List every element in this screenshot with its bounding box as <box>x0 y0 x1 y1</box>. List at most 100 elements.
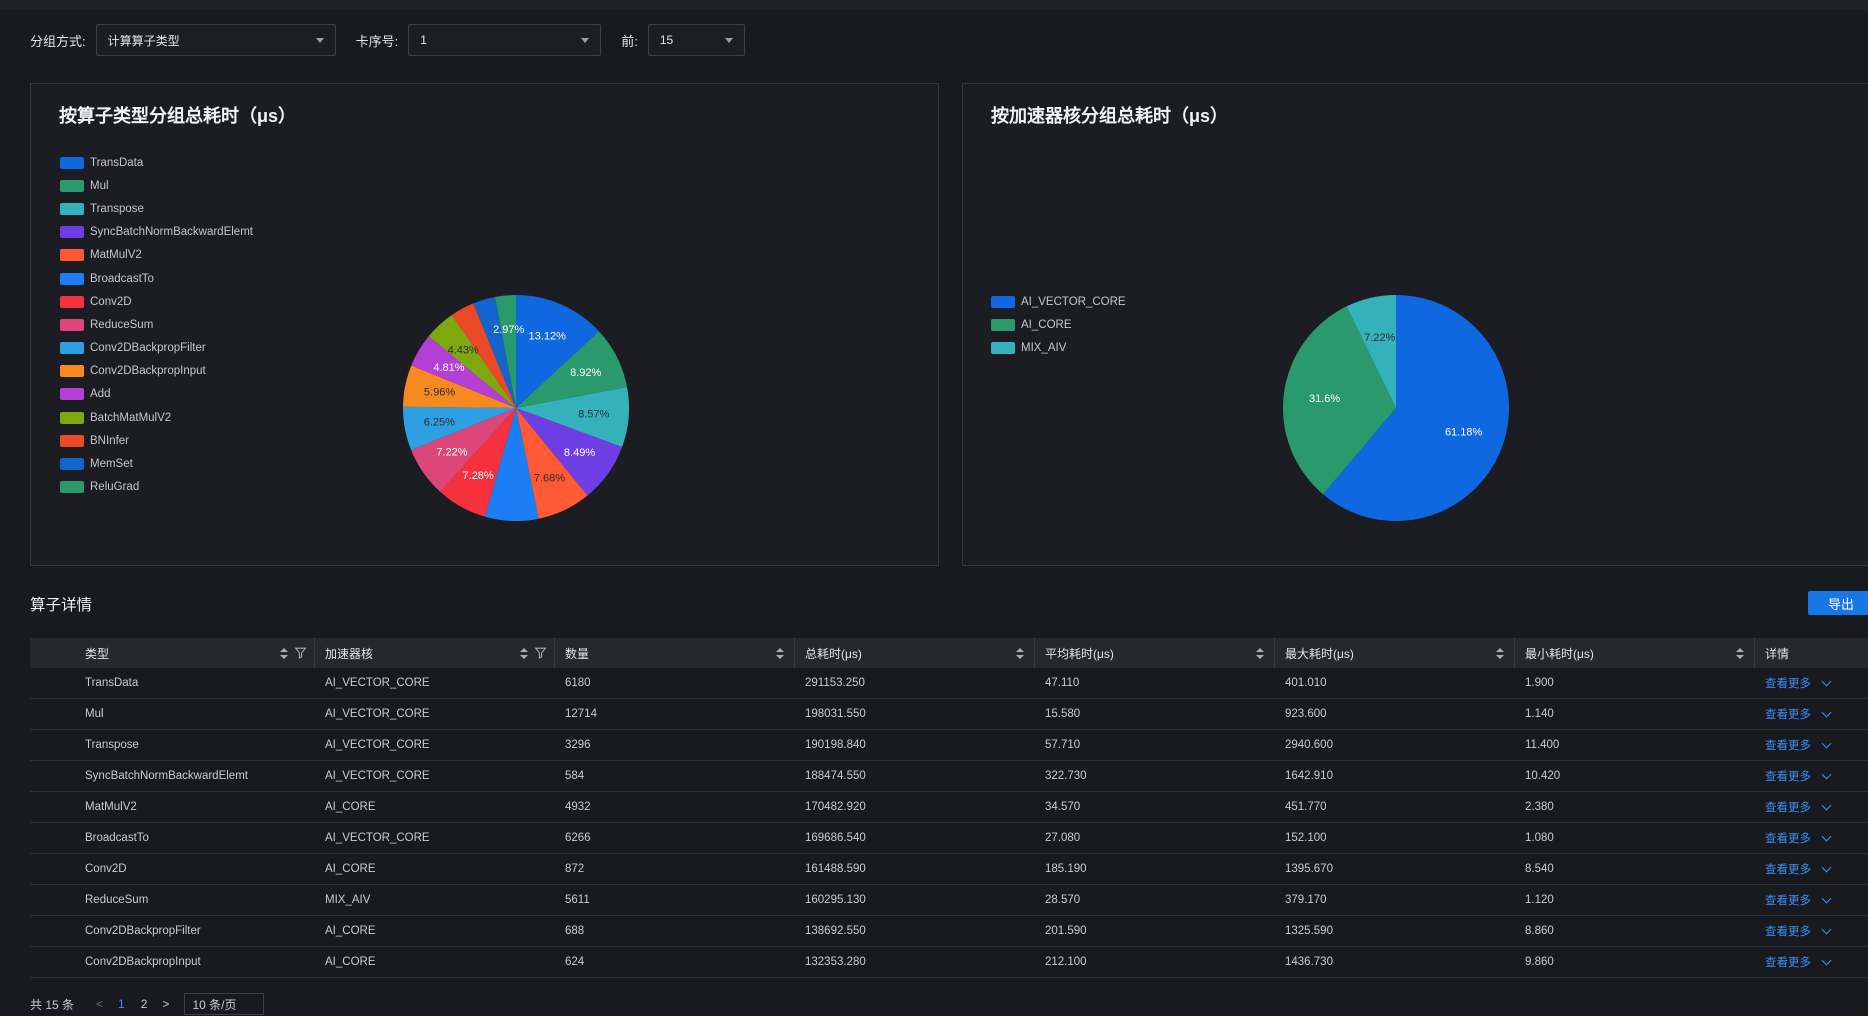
col-header-label: 类型 <box>85 646 110 661</box>
filter-icon[interactable] <box>294 646 307 659</box>
pie-label-mul: 8.92% <box>570 367 601 379</box>
accel-core-chart-title: 按加速器核分组总耗时（μs） <box>991 106 1229 126</box>
chevron-down-icon[interactable] <box>1821 893 1832 903</box>
group-by-select[interactable]: 计算算子类型 <box>95 24 336 56</box>
cell-max: 923.600 <box>1285 708 1327 720</box>
col-header-type[interactable]: 类型 <box>75 638 315 668</box>
header-spacer <box>30 638 75 668</box>
pie-slice-reducesum[interactable] <box>411 408 516 492</box>
sort-icon[interactable] <box>280 648 288 659</box>
accel-core-chart-panel: 按加速器核分组总耗时（μs） AI_VECTOR_CORE AI_CORE MIX_… <box>962 83 1868 566</box>
legend-item-memset[interactable]: MemSet <box>60 452 253 475</box>
card-index-select[interactable]: 1 <box>408 24 602 56</box>
pie-slice-relugrad[interactable] <box>495 295 516 408</box>
view-more-link[interactable]: 查看更多 <box>1765 957 1811 969</box>
legend-item-conv2d[interactable]: Conv2D <box>60 290 253 313</box>
pie-slice-mul[interactable] <box>516 331 628 408</box>
next-page-button[interactable]: > <box>162 997 170 1011</box>
pie-slice-batchmatmulv2[interactable] <box>428 315 516 408</box>
pie-slice-conv2d[interactable] <box>440 408 516 517</box>
sort-icon[interactable] <box>520 648 528 659</box>
view-more-link[interactable]: 查看更多 <box>1765 678 1811 690</box>
legend-item-transpose[interactable]: Transpose <box>60 197 253 220</box>
legend-item-mul[interactable]: Mul <box>60 174 253 197</box>
legend-item-conv2dbackpropinput[interactable]: Conv2DBackpropInput <box>60 360 253 383</box>
legend-item-mix-aiv[interactable]: MIX_AIV <box>991 336 1126 359</box>
page-1-button[interactable]: 1 <box>118 997 125 1011</box>
view-more-link[interactable]: 查看更多 <box>1765 740 1811 752</box>
pie-slice-syncbatchnormbackwardelemt[interactable] <box>516 408 623 496</box>
legend-item-conv2dbackpropfilter[interactable]: Conv2DBackpropFilter <box>60 337 253 360</box>
legend-label: Conv2D <box>90 295 132 308</box>
view-more-link[interactable]: 查看更多 <box>1765 771 1811 783</box>
pie-slice-conv2dbackpropfilter[interactable] <box>403 406 516 451</box>
legend-item-reducesum[interactable]: ReduceSum <box>60 313 253 336</box>
page-2-button[interactable]: 2 <box>140 997 148 1011</box>
chevron-down-icon[interactable] <box>1821 707 1832 717</box>
chevron-down-icon[interactable] <box>1821 862 1832 872</box>
view-more-link[interactable]: 查看更多 <box>1765 864 1811 876</box>
pie-slice-ai-core[interactable] <box>1283 306 1396 495</box>
chevron-down-icon[interactable] <box>1821 738 1832 748</box>
chevron-down-icon[interactable] <box>1821 924 1832 934</box>
legend-label: BroadcastTo <box>90 272 154 285</box>
legend-item-syncbatchnormbackwardelemt[interactable]: SyncBatchNormBackwardElemt <box>60 221 253 244</box>
cell-type: TransData <box>85 677 139 689</box>
sort-icon[interactable] <box>1016 648 1024 659</box>
pie-label-syncbatchnormbackwardelemt: 8.49% <box>564 447 595 459</box>
pie-slice-transdata[interactable] <box>516 295 599 408</box>
sort-icon[interactable] <box>776 648 784 659</box>
export-button[interactable]: 导出 <box>1808 591 1868 615</box>
legend-item-batchmatmulv2[interactable]: BatchMatMulV2 <box>60 406 253 429</box>
sort-icon[interactable] <box>1496 648 1504 659</box>
pie-slice-add[interactable] <box>411 336 516 408</box>
filter-icon[interactable] <box>534 646 547 659</box>
col-header-min[interactable]: 最小耗时(μs) <box>1515 638 1755 668</box>
page-size-select[interactable]: 10 条/页 <box>184 993 265 1015</box>
cell-core: MIX_AIV <box>325 894 371 906</box>
top-n-select[interactable]: 15 <box>647 24 745 56</box>
pie-slice-mix-aiv[interactable] <box>1346 295 1396 408</box>
view-more-link[interactable]: 查看更多 <box>1765 709 1811 721</box>
legend-item-matmulv2[interactable]: MatMulV2 <box>60 244 253 267</box>
pie-slice-conv2dbackpropinput[interactable] <box>403 365 516 408</box>
legend-item-ai-core[interactable]: AI_CORE <box>991 313 1126 336</box>
legend-item-ai-vector-core[interactable]: AI_VECTOR_CORE <box>991 290 1126 313</box>
legend-item-relugrad[interactable]: ReluGrad <box>60 476 253 499</box>
pie-slice-memset[interactable] <box>473 296 516 408</box>
pie-slice-matmulv2[interactable] <box>516 408 588 519</box>
chevron-down-icon[interactable] <box>1821 955 1832 965</box>
view-more-link[interactable]: 查看更多 <box>1765 926 1811 938</box>
view-more-link[interactable]: 查看更多 <box>1765 895 1811 907</box>
sort-icon[interactable] <box>1736 648 1744 659</box>
sort-icon[interactable] <box>1256 648 1264 659</box>
pie-slice-bninfer[interactable] <box>451 303 516 408</box>
legend-item-bninfer[interactable]: BNInfer <box>60 429 253 452</box>
chevron-down-icon[interactable] <box>1821 769 1832 779</box>
pie-slice-ai-vector-core[interactable] <box>1322 295 1509 521</box>
col-header-max[interactable]: 最大耗时(μs) <box>1275 638 1515 668</box>
view-more-link[interactable]: 查看更多 <box>1765 833 1811 845</box>
view-more-link[interactable]: 查看更多 <box>1765 802 1811 814</box>
pie-slice-transpose[interactable] <box>516 387 629 448</box>
cell-total: 138692.550 <box>805 925 866 937</box>
col-header-total[interactable]: 总耗时(μs) <box>795 638 1035 668</box>
legend-swatch <box>991 341 1015 354</box>
table-row: SyncBatchNormBackwardElemt AI_VECTOR_CORE… <box>30 761 1868 792</box>
legend-item-add[interactable]: Add <box>60 383 253 406</box>
legend-label: MIX_AIV <box>1021 341 1067 354</box>
pie-slice-broadcastto[interactable] <box>484 408 539 521</box>
legend-label: Mul <box>90 179 109 192</box>
chevron-down-icon[interactable] <box>1821 831 1832 841</box>
legend-item-transdata[interactable]: TransData <box>60 151 253 174</box>
prev-page-button[interactable]: < <box>96 997 104 1011</box>
chevron-down-icon[interactable] <box>1821 676 1832 686</box>
chevron-down-icon[interactable] <box>1821 800 1832 810</box>
col-header-count[interactable]: 数量 <box>555 638 795 668</box>
row-spacer <box>30 699 75 729</box>
cell-avg: 322.730 <box>1045 770 1087 782</box>
cell-detail: 查看更多 <box>1755 761 1865 791</box>
legend-item-broadcastto[interactable]: BroadcastTo <box>60 267 253 290</box>
col-header-avg[interactable]: 平均耗时(μs) <box>1035 638 1275 668</box>
col-header-core[interactable]: 加速器核 <box>315 638 555 668</box>
